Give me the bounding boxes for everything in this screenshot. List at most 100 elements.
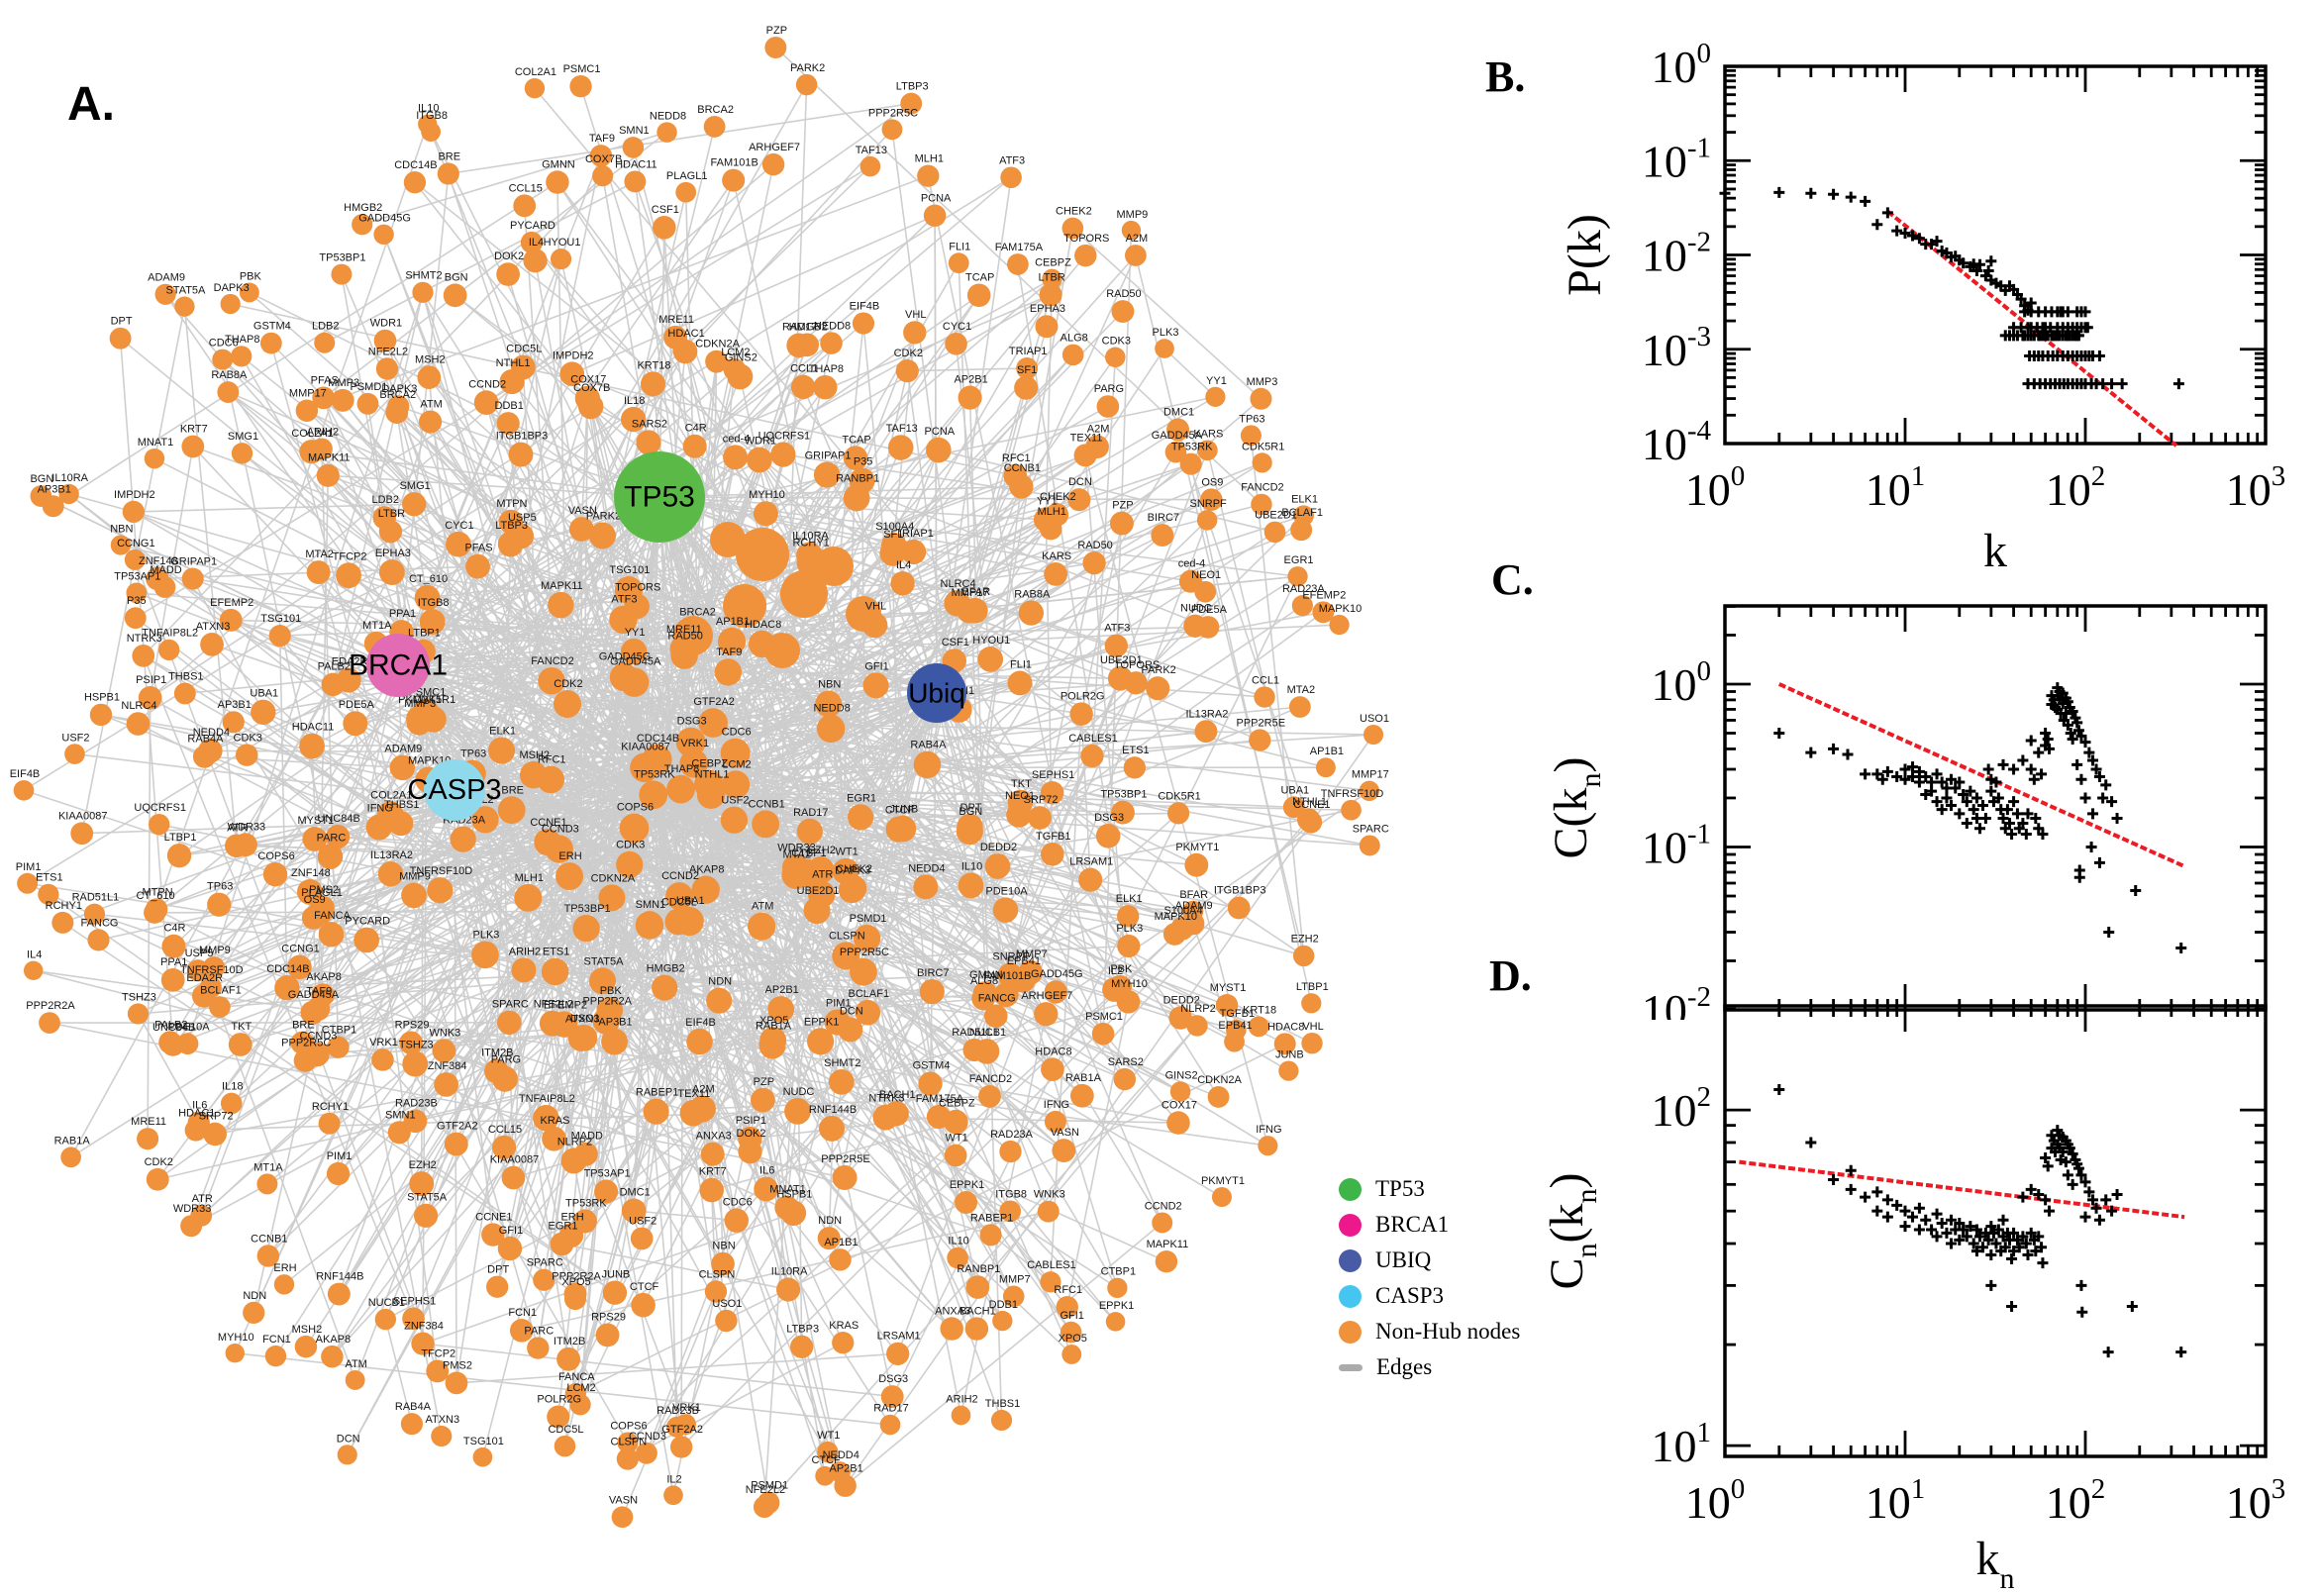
network-node — [895, 359, 919, 383]
network-node — [767, 996, 795, 1023]
gene-label: JUNB — [1275, 1048, 1304, 1060]
gene-label: CHEK2 — [1056, 206, 1092, 218]
gene-label: COPS6 — [610, 1420, 647, 1432]
network-node — [414, 1203, 439, 1228]
data-point — [2081, 322, 2093, 334]
gene-label: TP63 — [460, 748, 486, 760]
axis-ticks — [1725, 66, 2266, 444]
network-node — [520, 231, 543, 254]
network-node — [751, 1087, 775, 1113]
network-node — [999, 1200, 1022, 1223]
network-node — [617, 1432, 639, 1453]
network-node — [1164, 441, 1187, 463]
gene-label: CEBPZ — [691, 757, 728, 769]
gene-label: PARG — [491, 1054, 521, 1066]
network-node — [312, 386, 336, 410]
network-node — [951, 1405, 971, 1426]
gene-label: CDK3 — [234, 732, 262, 744]
tick-label: 102 — [1652, 1081, 1712, 1136]
network-node — [1215, 993, 1239, 1017]
data-point — [2008, 763, 2020, 775]
gene-label: FANCG — [81, 917, 119, 929]
data-point — [1985, 1221, 1997, 1233]
tick-label: 101 — [1866, 1473, 1926, 1528]
network-node — [511, 957, 537, 983]
network-node — [1105, 347, 1126, 368]
gene-label: AP2B1 — [830, 1462, 863, 1474]
network-node — [653, 216, 676, 240]
fit-line — [1886, 209, 2178, 448]
legend-item-label: BRCA1 — [1375, 1212, 1450, 1237]
network-node — [268, 625, 291, 648]
gene-label: DCN — [337, 1433, 360, 1445]
network-node — [723, 584, 766, 628]
gene-label: PPP2R5E — [1237, 717, 1286, 729]
network-node — [569, 75, 592, 98]
legend-item-label: CASP3 — [1375, 1283, 1445, 1308]
plot-frame — [1723, 1004, 2268, 1458]
gene-label: PPP2R5C — [281, 1038, 331, 1049]
data-point — [1899, 1205, 1911, 1217]
gene-label: SEPHS1 — [1032, 769, 1074, 781]
network-node — [984, 853, 1011, 879]
network-node — [295, 399, 319, 422]
gene-label: COX17 — [1162, 1099, 1197, 1111]
data-point — [1970, 792, 1982, 804]
data-point — [1926, 1224, 1938, 1236]
network-node — [387, 1121, 411, 1145]
network-node — [207, 892, 232, 917]
gene-label: DCN — [1068, 476, 1092, 488]
gene-label: EDA2R — [332, 656, 368, 668]
gene-label: LTBP3 — [786, 1324, 819, 1336]
data-point — [2083, 747, 2095, 758]
gene-label: CDK2 — [145, 1156, 173, 1168]
gene-label: RANBP1 — [836, 473, 879, 485]
network-node — [560, 1147, 587, 1174]
gene-label: PSIP1 — [736, 1115, 766, 1127]
network-node — [198, 739, 223, 763]
network-node — [209, 996, 231, 1018]
data-point — [1974, 1231, 1986, 1243]
gene-label: FLI1 — [1010, 659, 1032, 671]
gene-label: ARIH2 — [946, 1394, 977, 1406]
network-node — [331, 388, 354, 412]
data-point — [1773, 727, 1785, 739]
gene-label: ITGB8 — [416, 110, 448, 122]
hub-label-brca1: BRCA1 — [349, 649, 448, 682]
network-node — [699, 1177, 725, 1203]
network-node — [736, 528, 789, 581]
gene-label: NDN — [818, 1215, 842, 1227]
data-point — [1828, 188, 1840, 200]
network-node — [378, 559, 405, 585]
network-node — [1045, 503, 1069, 527]
data-point — [2067, 706, 2078, 718]
gene-label: GSTM4 — [913, 1059, 951, 1071]
network-node — [652, 974, 678, 1001]
network-node — [1363, 724, 1384, 746]
gene-label: WT1 — [817, 1430, 840, 1442]
gene-label: RAD23B — [656, 1405, 699, 1417]
gene-label: UBE2D1 — [1255, 510, 1297, 522]
network-graph: TP53RKKIAA0087THAP8CDC14BDSG3NTHL1CEBPZV… — [10, 25, 1389, 1529]
gene-label: IL13RA2 — [1186, 708, 1229, 720]
network-node — [290, 1031, 315, 1055]
data-points — [1719, 186, 2184, 390]
gene-label: MMP3 — [1247, 376, 1278, 388]
network-node — [1186, 1015, 1208, 1037]
gene-label: CDC5L — [548, 1424, 583, 1436]
gene-label: EFEMP2 — [1302, 589, 1346, 601]
network-node — [406, 710, 432, 736]
gene-label: IL6 — [192, 1100, 207, 1112]
gene-label: RFC1 — [1054, 1284, 1082, 1296]
network-node — [569, 1394, 591, 1416]
network-node — [832, 1332, 855, 1354]
gene-label: IL4 — [27, 949, 42, 961]
data-point — [1828, 1173, 1840, 1185]
plot-frame — [1723, 64, 2268, 446]
network-node — [550, 1232, 574, 1256]
network-node — [588, 522, 616, 549]
network-node — [669, 1436, 693, 1458]
network-node — [723, 445, 749, 470]
network-node — [705, 349, 729, 373]
network-node — [965, 1275, 990, 1299]
